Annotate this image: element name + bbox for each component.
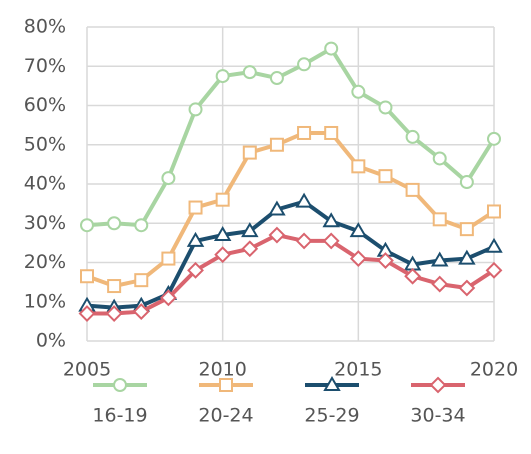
marker [458, 249, 476, 265]
marker [322, 232, 340, 250]
y-tick-label: 70% [24, 55, 66, 77]
marker [134, 218, 149, 233]
marker [107, 279, 122, 294]
marker [351, 84, 366, 99]
marker [404, 267, 422, 285]
marker [219, 378, 233, 392]
marker [161, 171, 176, 186]
line [86, 46, 496, 228]
x-tick-label: 2005 [63, 359, 111, 381]
marker [432, 212, 447, 227]
y-tick-label: 80% [24, 16, 66, 38]
y-tick-label: 10% [24, 290, 66, 312]
marker [429, 376, 447, 394]
legend-label: 25-29 [304, 405, 359, 427]
series: 30-34 [78, 226, 503, 427]
marker [134, 273, 149, 288]
marker [485, 261, 503, 279]
marker [188, 200, 203, 215]
line [87, 233, 496, 316]
marker [242, 145, 257, 160]
marker [268, 226, 286, 244]
marker [405, 182, 420, 197]
marker [432, 151, 447, 166]
marker [107, 216, 122, 231]
marker [377, 252, 394, 269]
series: 16-19 [80, 41, 501, 427]
marker [214, 246, 232, 264]
marker [105, 305, 123, 322]
y-tick-label: 60% [24, 94, 66, 116]
marker [269, 137, 284, 152]
marker [487, 131, 501, 146]
marker [78, 305, 96, 322]
line [86, 130, 496, 289]
marker [241, 222, 259, 238]
x-tick-label: 2015 [334, 359, 382, 381]
marker [349, 222, 368, 238]
marker [297, 125, 312, 140]
series: 20-24 [80, 125, 501, 427]
marker [349, 250, 367, 267]
x-tick-label: 2020 [470, 359, 518, 381]
marker [323, 376, 341, 391]
marker [322, 212, 340, 228]
marker [458, 279, 476, 297]
marker [241, 240, 259, 258]
y-tick-label: 50% [24, 133, 66, 155]
legend-label: 20-24 [198, 405, 253, 427]
marker [459, 222, 474, 237]
marker [132, 303, 150, 320]
marker [378, 169, 393, 184]
marker [113, 378, 127, 392]
marker [159, 289, 177, 307]
y-tick-label: 30% [24, 212, 66, 234]
y-tick-label: 40% [24, 173, 66, 195]
marker [269, 71, 284, 86]
y-tick-label: 20% [24, 251, 66, 273]
marker [80, 218, 94, 233]
marker [295, 232, 313, 250]
line [86, 199, 495, 310]
marker [405, 129, 420, 144]
marker [297, 57, 312, 72]
marker [215, 69, 230, 84]
marker [430, 251, 449, 267]
marker [295, 192, 313, 208]
marker [187, 261, 204, 279]
marker [485, 237, 503, 253]
legend-label: 16-19 [92, 405, 147, 427]
y-tick-label: 0% [36, 330, 66, 352]
marker [268, 200, 286, 216]
marker [80, 269, 94, 284]
marker [215, 192, 230, 207]
x-tick-label: 2010 [198, 359, 246, 381]
marker [431, 275, 449, 293]
marker [324, 41, 339, 56]
marker [186, 231, 205, 247]
marker [188, 102, 203, 117]
marker [161, 251, 176, 266]
series: 25-29 [78, 192, 503, 427]
marker [459, 175, 474, 190]
marker [378, 100, 393, 115]
marker [324, 125, 339, 140]
marker [351, 159, 366, 174]
marker [487, 204, 501, 219]
marker [242, 65, 257, 80]
marker [213, 226, 232, 242]
legend-label: 30-34 [410, 405, 465, 427]
